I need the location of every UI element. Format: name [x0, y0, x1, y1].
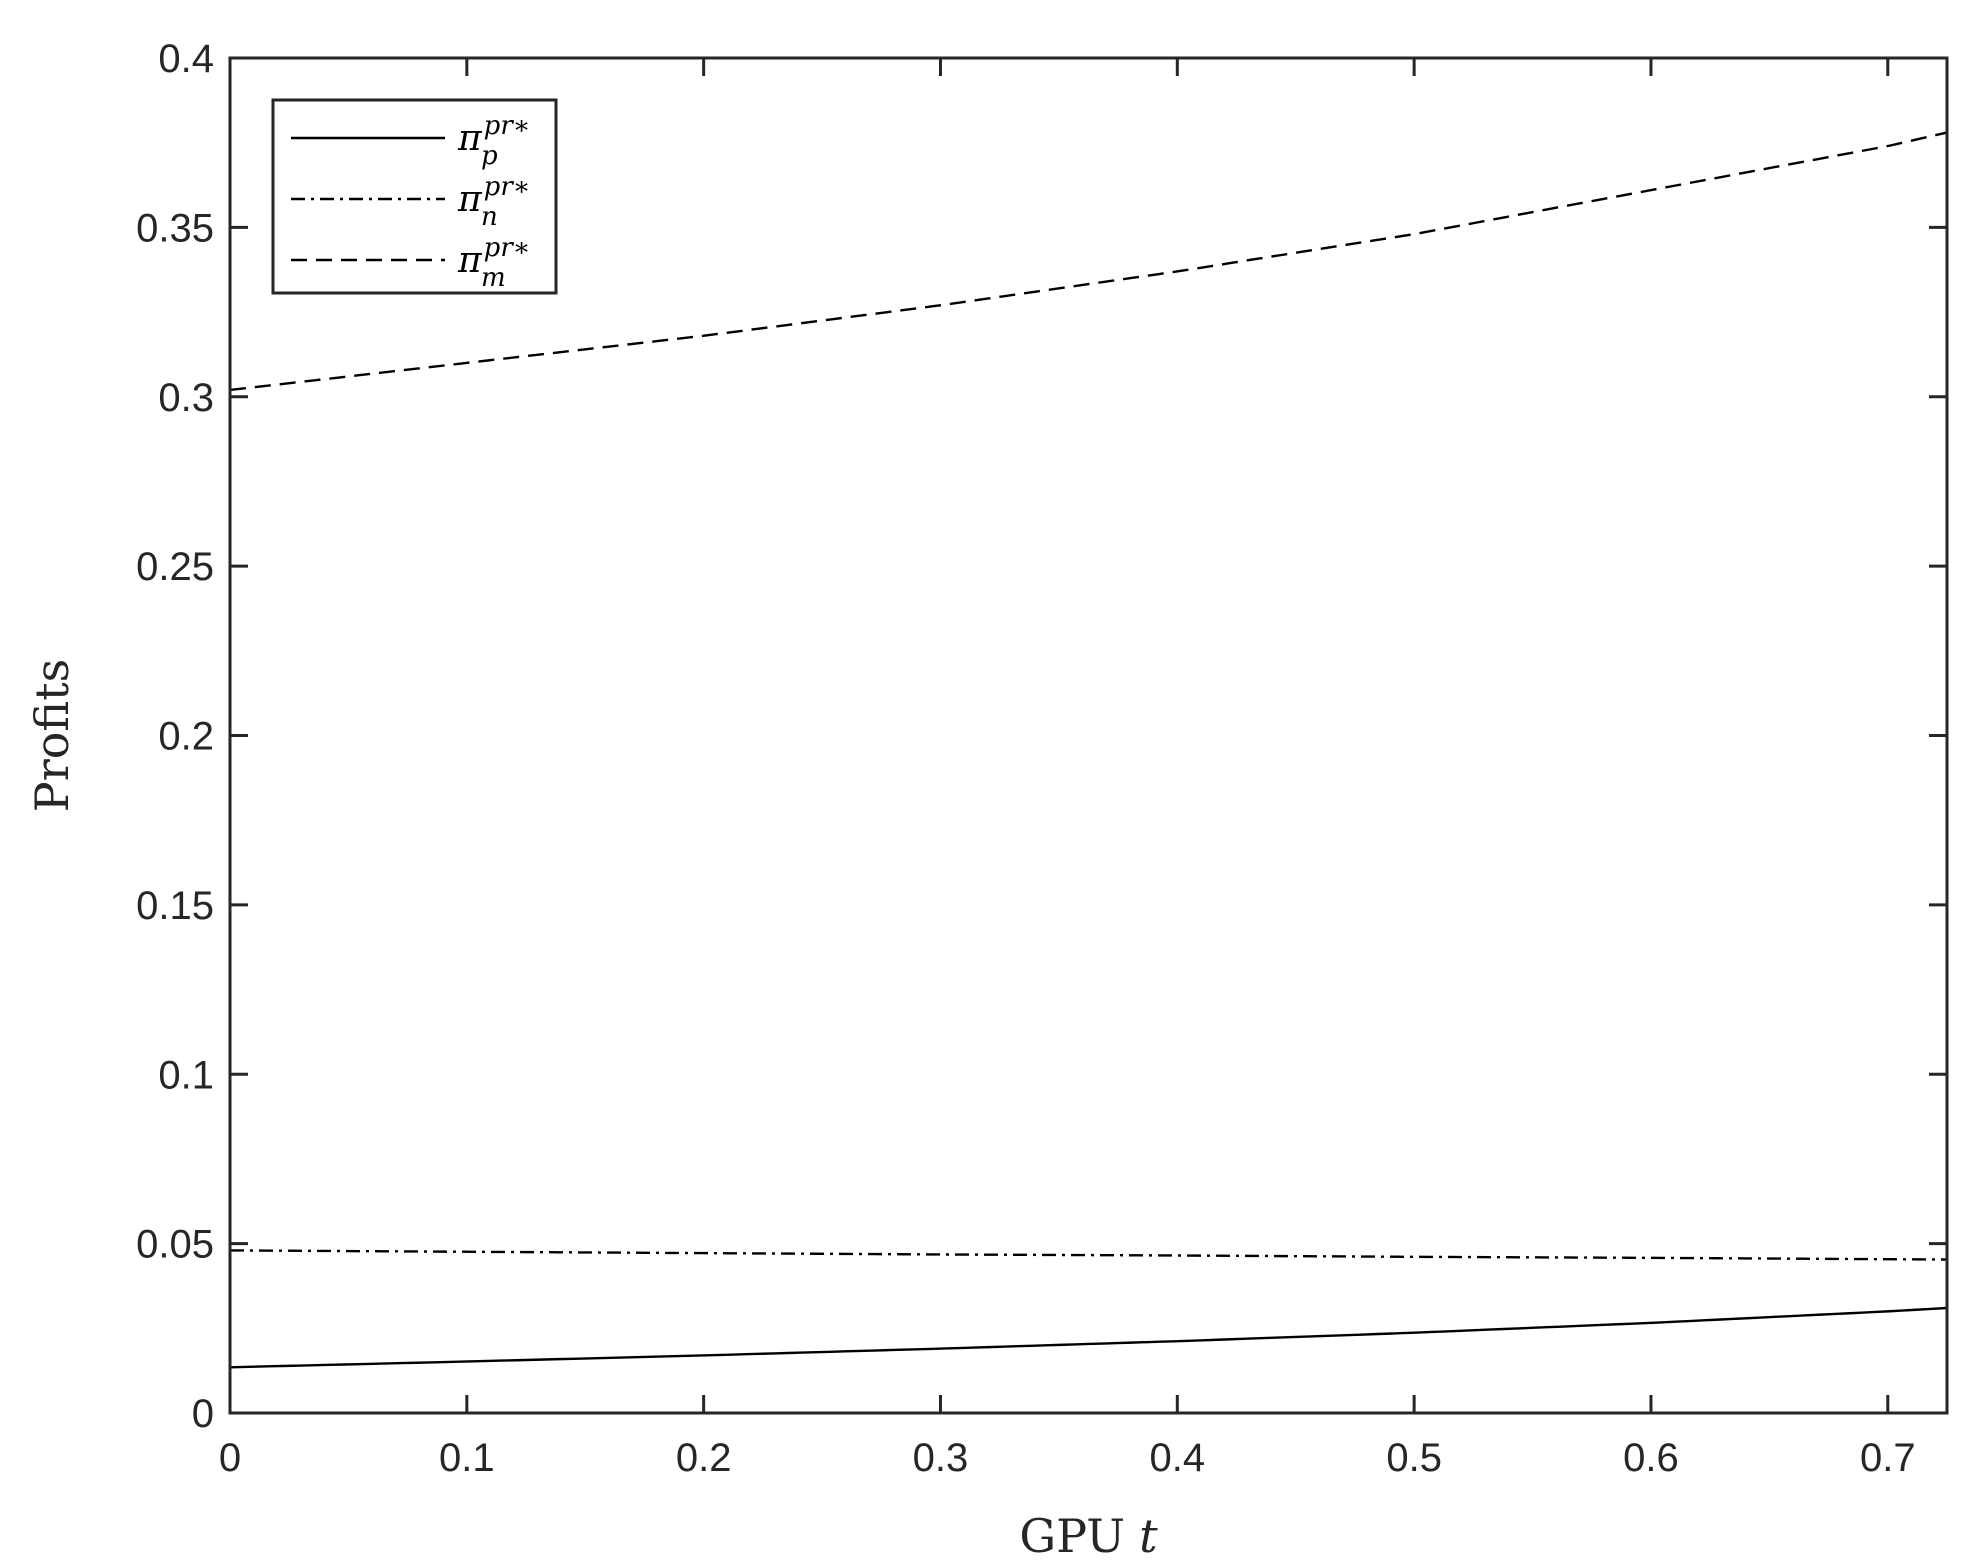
x-axis-title-variable: t [1139, 1509, 1158, 1563]
y-tick-label: 0.15 [136, 884, 214, 928]
y-tick-label: 0.35 [136, 206, 214, 250]
y-tick-label: 0.1 [158, 1053, 214, 1097]
legend-label-n: πpr∗ n [457, 172, 530, 232]
legend-label-m: πpr∗ m [457, 233, 530, 293]
x-axis-title: GPU t [1019, 1509, 1158, 1563]
legend-symbol: π [457, 179, 483, 220]
legend-superscript: pr∗ [484, 111, 531, 141]
x-tick-label: 0.1 [439, 1436, 495, 1480]
x-tick-label: 0.5 [1386, 1436, 1442, 1480]
x-tick-label: 0.4 [1150, 1436, 1206, 1480]
x-tick-label: 0.3 [913, 1436, 969, 1480]
legend-superscript: pr∗ [484, 233, 531, 263]
x-axis-title-text: GPU [1019, 1509, 1125, 1563]
legend-symbol: π [457, 118, 483, 159]
legend-symbol: π [457, 240, 483, 281]
y-tick-label: 0.2 [158, 715, 214, 759]
series-lines [229, 131, 1948, 1369]
x-tick-label: 0 [219, 1436, 241, 1480]
series-line-m [229, 131, 1948, 392]
y-tick-label: 0 [192, 1392, 214, 1436]
legend-subscript: m [481, 263, 506, 293]
x-tick-label: 0.2 [676, 1436, 732, 1480]
y-tick-label: 0.05 [136, 1223, 214, 1267]
legend-subscript: n [481, 202, 498, 232]
y-tick-label: 0.25 [136, 545, 214, 589]
x-tick-label: 0.6 [1623, 1436, 1679, 1480]
y-tick-label: 0.4 [158, 37, 214, 81]
legend-label-p: πpr∗ p [457, 111, 530, 171]
plot-area-frame [228, 56, 1949, 1415]
series-line-p [229, 1306, 1948, 1369]
tick-labels: 0 0.1 0.2 0.3 0.4 0.5 0.6 0.7 0 0.05 0.1 0.15 0.2 0.2… [136, 37, 1915, 1480]
series-line-n [229, 1249, 1948, 1261]
legend-superscript: pr∗ [484, 172, 531, 202]
y-tick-label: 0.3 [158, 376, 214, 420]
x-tick-label: 0.7 [1860, 1436, 1916, 1480]
y-axis-title: Profits [25, 659, 79, 812]
legend-subscript: p [481, 141, 498, 171]
